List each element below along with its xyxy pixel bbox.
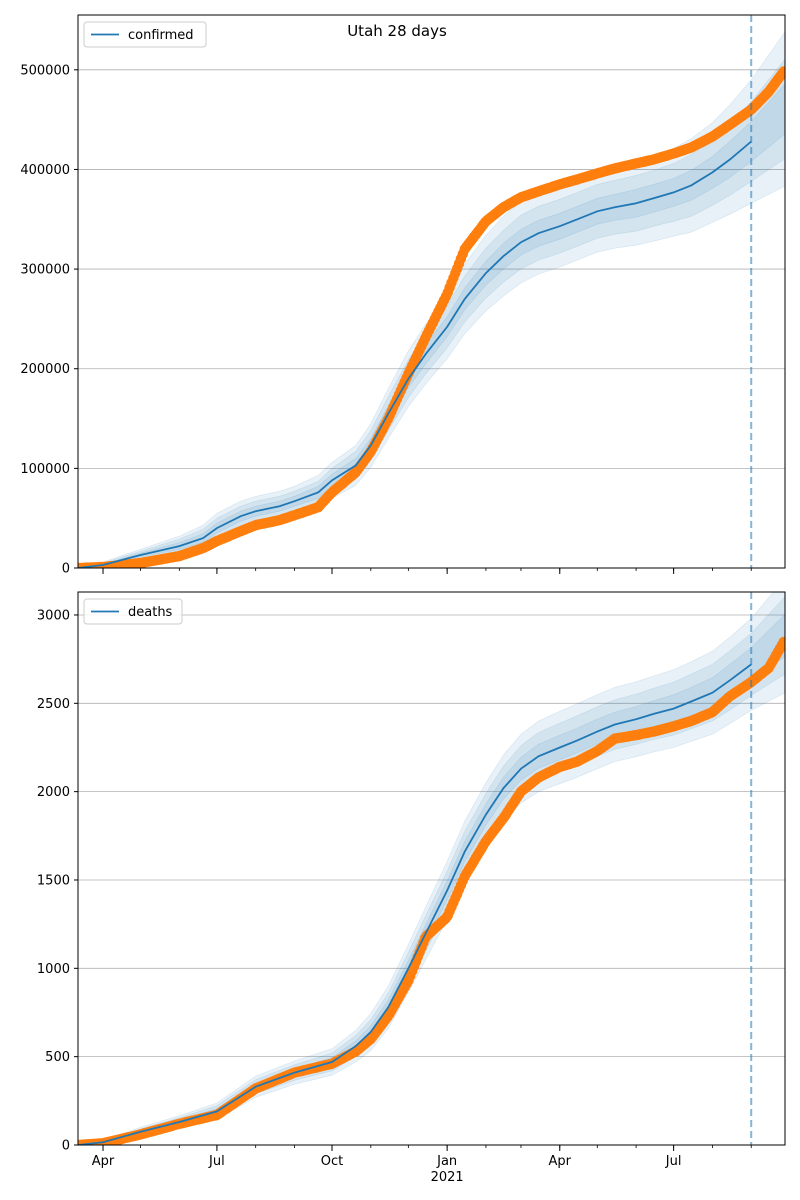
legend: confirmed bbox=[83, 21, 207, 48]
y-tick-label: 0 bbox=[62, 1139, 70, 1154]
x-tick-label: Apr bbox=[549, 1154, 572, 1169]
y-tick-label: 3000 bbox=[37, 608, 70, 623]
model-line bbox=[78, 663, 752, 1145]
axes-frame bbox=[77, 14, 786, 569]
y-tick-label: 2000 bbox=[37, 785, 70, 800]
x-year-label: 2021 bbox=[431, 1170, 464, 1185]
plot-area bbox=[78, 31, 785, 568]
deaths-panel: 0 500 1000 1500 2000 2500 3000 Apr Jul Oct Jan Apr J… bbox=[37, 591, 786, 1185]
legend-label: confirmed bbox=[128, 28, 194, 43]
legend: deaths bbox=[83, 598, 183, 625]
uncertainty-band-3 bbox=[78, 31, 785, 568]
model-line bbox=[78, 140, 752, 568]
y-tick-label: 500000 bbox=[20, 63, 70, 78]
x-tick-label: Jan bbox=[436, 1154, 457, 1169]
observed-point bbox=[778, 636, 785, 648]
y-tick-label: 1000 bbox=[37, 962, 70, 977]
x-tick-label: Oct bbox=[321, 1154, 343, 1169]
uncertainty-band-2 bbox=[78, 58, 785, 568]
observed-series bbox=[78, 636, 785, 1145]
y-tick-label: 300000 bbox=[20, 263, 70, 278]
confirmed-panel: 0 100000 200000 300000 400000 500000 confirmed bbox=[20, 14, 786, 577]
figure-title: Utah 28 days bbox=[347, 22, 447, 40]
y-tick-label: 500 bbox=[45, 1050, 70, 1065]
y-tick-label: 2500 bbox=[37, 697, 70, 712]
observed-series bbox=[78, 66, 785, 568]
plot-area bbox=[78, 592, 785, 1145]
observed-point bbox=[778, 66, 785, 77]
uncertainty-band-3 bbox=[78, 592, 785, 1145]
axes-frame bbox=[77, 591, 786, 1146]
x-tick-label: Apr bbox=[92, 1154, 115, 1169]
y-tick-label: 0 bbox=[62, 562, 70, 577]
y-tick-label: 400000 bbox=[20, 163, 70, 178]
y-tick-label: 1500 bbox=[37, 873, 70, 888]
y-tick-label: 200000 bbox=[20, 362, 70, 377]
legend-label: deaths bbox=[128, 605, 173, 620]
legend-box bbox=[83, 598, 183, 625]
x-tick-label: Jul bbox=[665, 1154, 682, 1169]
y-tick-label: 100000 bbox=[20, 462, 70, 477]
legend-box bbox=[83, 21, 207, 48]
x-tick-label: Jul bbox=[208, 1154, 225, 1169]
